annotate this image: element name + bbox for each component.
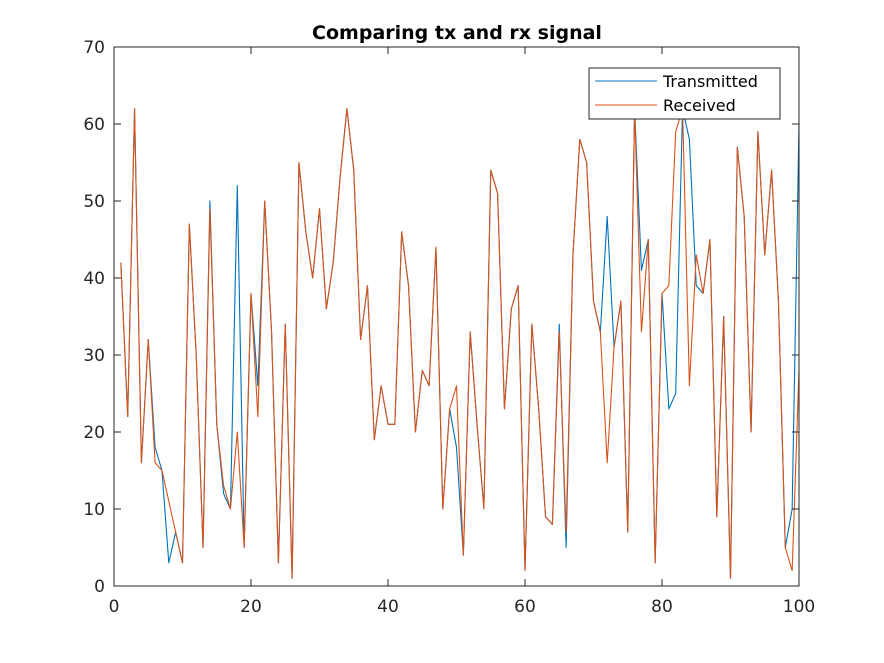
x-tick-label: 60 xyxy=(514,597,536,617)
axes-box xyxy=(113,46,800,587)
y-tick-label: 70 xyxy=(83,38,105,58)
y-tick-label: 30 xyxy=(83,346,105,366)
y-tick-label: 50 xyxy=(83,192,105,212)
legend-label-received: Received xyxy=(663,96,736,115)
x-tick-label: 100 xyxy=(783,597,815,617)
y-tick-label: 0 xyxy=(94,577,105,597)
legend: Transmitted Received xyxy=(588,67,781,120)
plot-area xyxy=(114,47,799,586)
series-line-transmitted xyxy=(120,108,800,579)
x-tick-label: 0 xyxy=(109,597,120,617)
legend-label-transmitted: Transmitted xyxy=(662,72,758,91)
y-tick-label: 40 xyxy=(83,269,105,289)
x-tick-label: 80 xyxy=(651,597,673,617)
x-tick-label: 40 xyxy=(377,597,399,617)
y-tick-label: 10 xyxy=(83,500,105,520)
y-tick-label: 60 xyxy=(83,115,105,135)
legend-box xyxy=(588,67,781,120)
x-tick-label: 20 xyxy=(240,597,262,617)
series-line-received xyxy=(120,108,800,579)
y-tick-label: 20 xyxy=(83,423,105,443)
chart-title: Comparing tx and rx signal xyxy=(312,22,602,44)
